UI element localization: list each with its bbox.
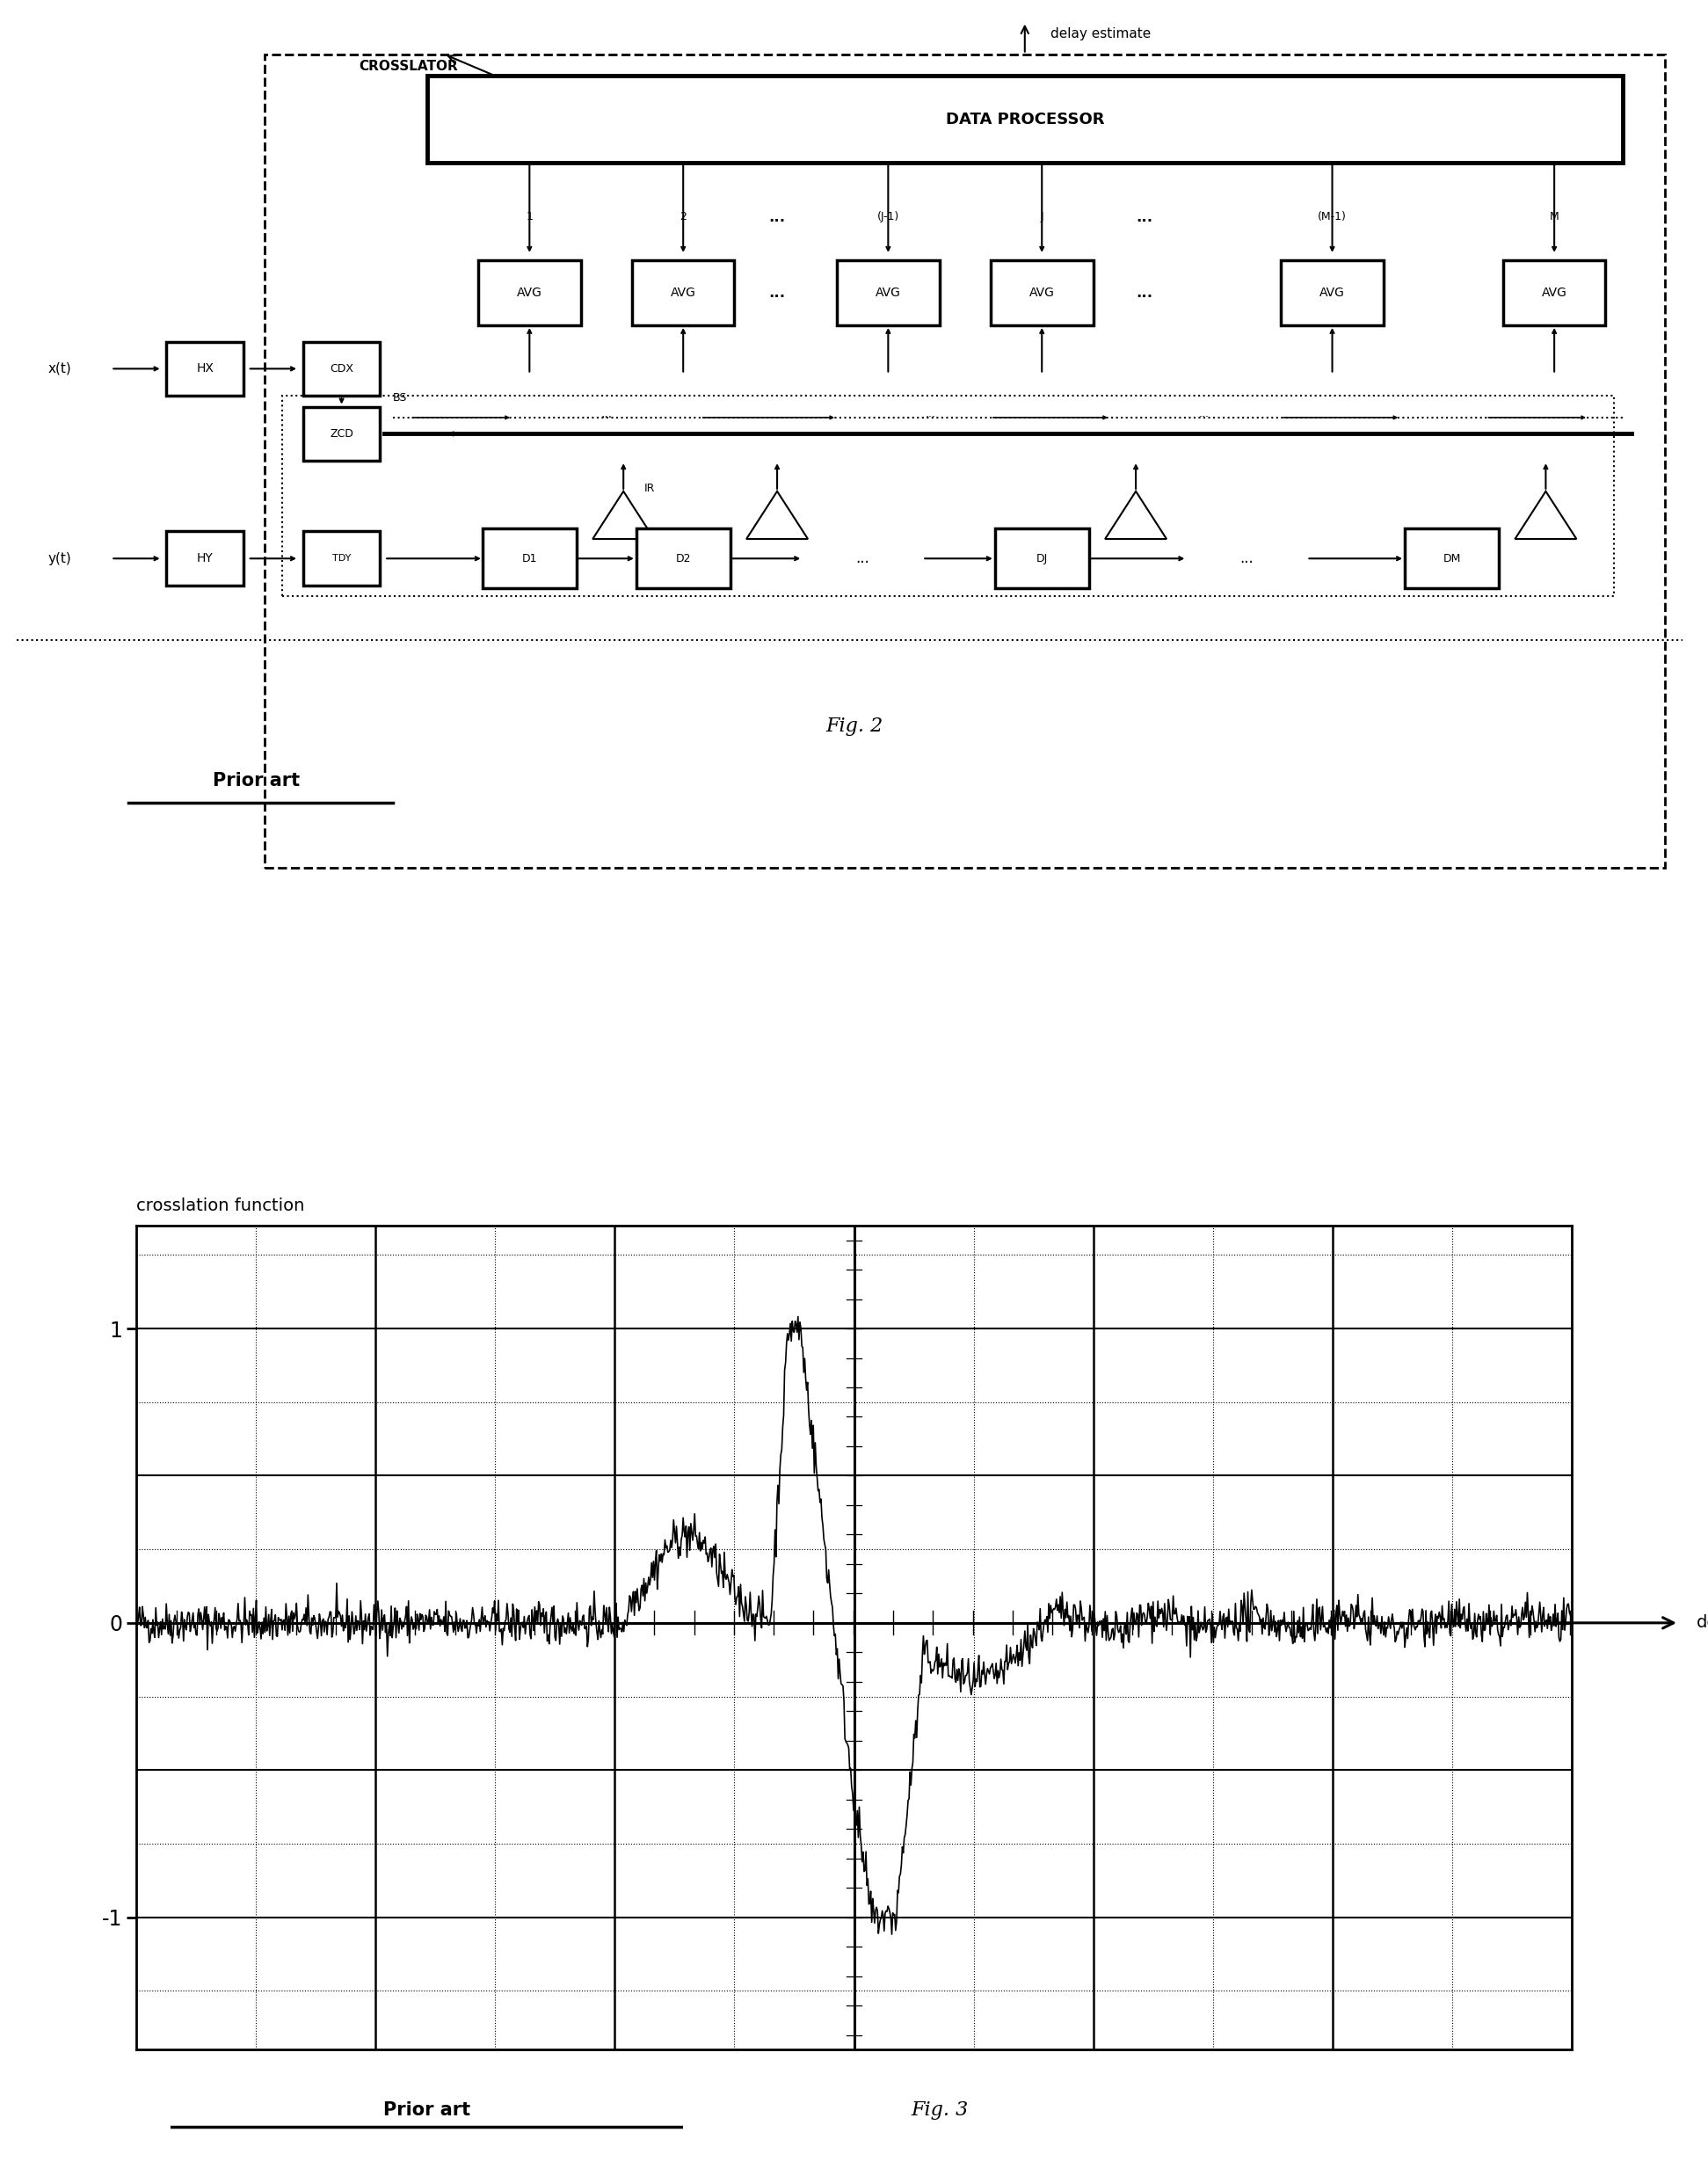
FancyBboxPatch shape [991, 260, 1093, 325]
Text: delay: delay [1698, 1614, 1708, 1631]
Text: ···: ··· [1199, 412, 1209, 423]
FancyBboxPatch shape [632, 260, 734, 325]
Text: AVG: AVG [671, 286, 695, 299]
Text: D1: D1 [521, 553, 538, 564]
Text: y(t): y(t) [48, 551, 72, 566]
Text: Fig. 2: Fig. 2 [825, 718, 883, 735]
Text: Prior art: Prior art [383, 2102, 471, 2119]
Text: J: J [1040, 210, 1044, 223]
Text: ...: ... [769, 284, 786, 301]
FancyBboxPatch shape [427, 76, 1623, 163]
Text: x(t): x(t) [48, 362, 72, 375]
Text: ...: ... [856, 551, 869, 566]
Text: AVG: AVG [876, 286, 900, 299]
Text: BS: BS [393, 393, 407, 403]
FancyBboxPatch shape [994, 529, 1090, 588]
FancyBboxPatch shape [1406, 529, 1500, 588]
Text: 1: 1 [526, 210, 533, 223]
Text: (M-1): (M-1) [1319, 210, 1346, 223]
Text: AVG: AVG [1320, 286, 1344, 299]
FancyBboxPatch shape [637, 529, 731, 588]
FancyBboxPatch shape [167, 341, 244, 395]
Text: Prior art: Prior art [212, 772, 301, 790]
Text: ...: ... [769, 208, 786, 226]
Text: AVG: AVG [1542, 286, 1566, 299]
Text: delay estimate: delay estimate [1050, 28, 1151, 41]
Text: TDY: TDY [331, 553, 352, 564]
Text: AVG: AVG [518, 286, 541, 299]
FancyBboxPatch shape [304, 531, 381, 586]
FancyBboxPatch shape [483, 529, 577, 588]
FancyBboxPatch shape [1281, 260, 1383, 325]
FancyBboxPatch shape [167, 531, 244, 586]
FancyBboxPatch shape [478, 260, 581, 325]
Text: Fig. 3: Fig. 3 [910, 2102, 968, 2119]
Text: ···: ··· [601, 412, 611, 423]
Text: ...: ... [1240, 551, 1254, 566]
FancyBboxPatch shape [304, 408, 381, 462]
Text: DM: DM [1443, 553, 1460, 564]
Text: ...: ... [1136, 208, 1153, 226]
Text: M: M [1549, 210, 1559, 223]
Text: CROSSLATOR: CROSSLATOR [359, 61, 458, 74]
Text: ···: ··· [926, 412, 936, 423]
Text: ...: ... [1136, 284, 1153, 301]
Text: DJ: DJ [1037, 553, 1047, 564]
Text: D2: D2 [675, 553, 692, 564]
FancyBboxPatch shape [837, 260, 939, 325]
Text: (J-1): (J-1) [878, 210, 898, 223]
Text: IR: IR [644, 482, 654, 495]
Text: 2: 2 [680, 210, 687, 223]
Text: crosslation function: crosslation function [137, 1197, 304, 1215]
FancyBboxPatch shape [304, 341, 381, 395]
FancyBboxPatch shape [1503, 260, 1606, 325]
Text: DATA PROCESSOR: DATA PROCESSOR [946, 111, 1103, 128]
Text: AVG: AVG [1030, 286, 1054, 299]
Text: HY: HY [196, 553, 214, 564]
Text: CDX: CDX [330, 362, 354, 375]
Text: HX: HX [196, 362, 214, 375]
Text: ZCD: ZCD [330, 427, 354, 440]
